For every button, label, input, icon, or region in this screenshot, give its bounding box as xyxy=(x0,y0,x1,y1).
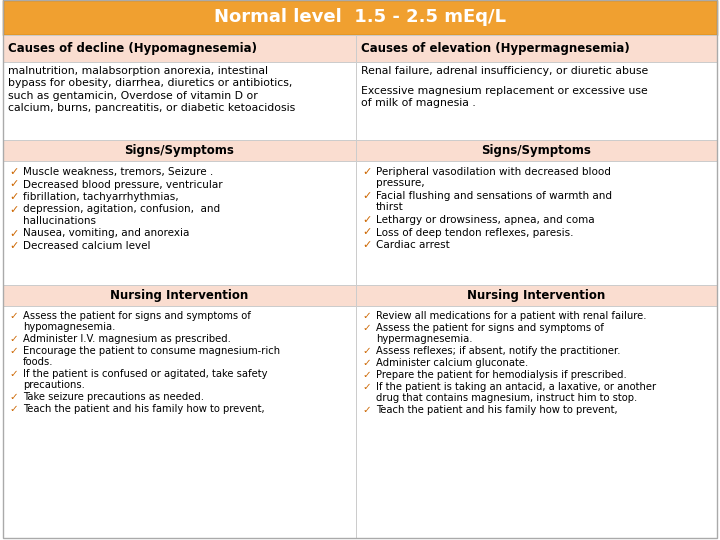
Text: ✓: ✓ xyxy=(9,334,18,344)
Text: ✓: ✓ xyxy=(362,227,372,238)
Text: ✓: ✓ xyxy=(9,205,19,214)
Text: Assess the patient for signs and symptoms of: Assess the patient for signs and symptom… xyxy=(376,323,604,333)
Text: ✓: ✓ xyxy=(362,346,371,356)
Text: If the patient is taking an antacid, a laxative, or another: If the patient is taking an antacid, a l… xyxy=(376,382,656,392)
Text: ✓: ✓ xyxy=(9,346,18,356)
Text: hypomagnesemia.: hypomagnesemia. xyxy=(23,322,115,332)
Text: Causes of elevation (Hypermagnesemia): Causes of elevation (Hypermagnesemia) xyxy=(361,42,630,55)
Text: Review all medications for a patient with renal failure.: Review all medications for a patient wit… xyxy=(376,311,647,321)
Text: ✓: ✓ xyxy=(362,167,372,177)
Text: ✓: ✓ xyxy=(362,382,371,392)
FancyBboxPatch shape xyxy=(3,62,356,140)
Text: Teach the patient and his family how to prevent,: Teach the patient and his family how to … xyxy=(23,404,265,414)
Text: Facial flushing and sensations of warmth and: Facial flushing and sensations of warmth… xyxy=(376,191,612,201)
Text: Excessive magnesium replacement or excessive use
of milk of magnesia .: Excessive magnesium replacement or exces… xyxy=(361,86,648,109)
Text: hypermagnesemia.: hypermagnesemia. xyxy=(376,334,472,344)
FancyBboxPatch shape xyxy=(356,62,717,140)
Text: ✓: ✓ xyxy=(9,369,18,379)
Text: ✓: ✓ xyxy=(9,404,18,414)
Text: thirst: thirst xyxy=(376,202,404,213)
Text: Administer calcium gluconate.: Administer calcium gluconate. xyxy=(376,358,528,368)
Text: ✓: ✓ xyxy=(362,358,371,368)
Text: Causes of decline (Hypomagnesemia): Causes of decline (Hypomagnesemia) xyxy=(8,42,257,55)
Text: ✓: ✓ xyxy=(9,311,18,321)
Text: Decreased calcium level: Decreased calcium level xyxy=(23,241,150,251)
Text: ✓: ✓ xyxy=(9,179,19,190)
Text: Assess reflexes; if absent, notify the practitioner.: Assess reflexes; if absent, notify the p… xyxy=(376,346,621,356)
Text: Cardiac arrest: Cardiac arrest xyxy=(376,240,450,250)
FancyBboxPatch shape xyxy=(356,161,717,285)
FancyBboxPatch shape xyxy=(356,35,717,62)
Text: Loss of deep tendon reflexes, paresis.: Loss of deep tendon reflexes, paresis. xyxy=(376,227,574,238)
Text: Nursing Intervention: Nursing Intervention xyxy=(110,289,248,302)
FancyBboxPatch shape xyxy=(3,0,717,35)
Text: If the patient is confused or agitated, take safety: If the patient is confused or agitated, … xyxy=(23,369,268,379)
Text: ✓: ✓ xyxy=(362,191,372,201)
Text: Signs/Symptoms: Signs/Symptoms xyxy=(482,144,591,157)
Text: ✓: ✓ xyxy=(9,392,18,402)
Text: Nausea, vomiting, and anorexia: Nausea, vomiting, and anorexia xyxy=(23,228,189,239)
Text: Peripheral vasodilation with decreased blood: Peripheral vasodilation with decreased b… xyxy=(376,167,611,177)
Text: ✓: ✓ xyxy=(9,241,19,251)
Text: Administer I.V. magnesium as prescribed.: Administer I.V. magnesium as prescribed. xyxy=(23,334,231,344)
FancyBboxPatch shape xyxy=(356,306,717,538)
Text: Encourage the patient to consume magnesium-rich: Encourage the patient to consume magnesi… xyxy=(23,346,280,356)
Text: ✓: ✓ xyxy=(362,405,371,415)
Text: precautions.: precautions. xyxy=(23,380,85,390)
Text: ✓: ✓ xyxy=(9,192,19,202)
FancyBboxPatch shape xyxy=(356,285,717,306)
Text: ✓: ✓ xyxy=(362,323,371,333)
Text: malnutrition, malabsorption anorexia, intestinal
bypass for obesity, diarrhea, d: malnutrition, malabsorption anorexia, in… xyxy=(8,66,295,113)
Text: Prepare the patient for hemodialysis if prescribed.: Prepare the patient for hemodialysis if … xyxy=(376,370,626,380)
FancyBboxPatch shape xyxy=(356,140,717,161)
Text: hallucinations: hallucinations xyxy=(23,216,96,226)
Text: Decreased blood pressure, ventricular: Decreased blood pressure, ventricular xyxy=(23,179,222,190)
FancyBboxPatch shape xyxy=(3,140,356,161)
Text: Assess the patient for signs and symptoms of: Assess the patient for signs and symptom… xyxy=(23,311,251,321)
Text: ✓: ✓ xyxy=(362,240,372,250)
Text: Normal level  1.5 - 2.5 mEq/L: Normal level 1.5 - 2.5 mEq/L xyxy=(214,9,506,26)
Text: ✓: ✓ xyxy=(362,215,372,225)
Text: ✓: ✓ xyxy=(9,167,19,177)
Text: Lethargy or drowsiness, apnea, and coma: Lethargy or drowsiness, apnea, and coma xyxy=(376,215,595,225)
Text: drug that contains magnesium, instruct him to stop.: drug that contains magnesium, instruct h… xyxy=(376,393,637,403)
Text: Muscle weakness, tremors, Seizure .: Muscle weakness, tremors, Seizure . xyxy=(23,167,213,177)
Text: foods.: foods. xyxy=(23,357,53,367)
Text: fibrillation, tachyarrhythmias,: fibrillation, tachyarrhythmias, xyxy=(23,192,179,202)
Text: ✓: ✓ xyxy=(362,311,371,321)
FancyBboxPatch shape xyxy=(3,306,356,538)
FancyBboxPatch shape xyxy=(3,285,356,306)
Text: Renal failure, adrenal insufficiency, or diuretic abuse: Renal failure, adrenal insufficiency, or… xyxy=(361,66,648,76)
Text: pressure,: pressure, xyxy=(376,179,425,188)
FancyBboxPatch shape xyxy=(3,35,356,62)
Text: Nursing Intervention: Nursing Intervention xyxy=(467,289,606,302)
Text: Take seizure precautions as needed.: Take seizure precautions as needed. xyxy=(23,392,204,402)
Text: depression, agitation, confusion,  and: depression, agitation, confusion, and xyxy=(23,205,220,214)
Text: Teach the patient and his family how to prevent,: Teach the patient and his family how to … xyxy=(376,405,618,415)
FancyBboxPatch shape xyxy=(3,161,356,285)
Text: ✓: ✓ xyxy=(9,228,19,239)
Text: Signs/Symptoms: Signs/Symptoms xyxy=(125,144,235,157)
Text: ✓: ✓ xyxy=(362,370,371,380)
